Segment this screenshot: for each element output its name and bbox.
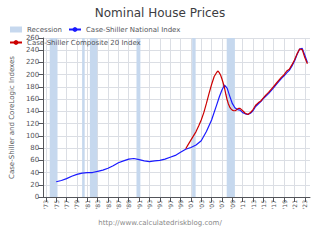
- svg-text:'05: '05: [208, 200, 215, 209]
- svg-text:20: 20: [30, 181, 39, 189]
- svg-text:100: 100: [26, 132, 39, 140]
- svg-text:Recession: Recession: [27, 26, 62, 34]
- svg-text:Case-Shiller Composite 20 Inde: Case-Shiller Composite 20 Index: [27, 39, 141, 47]
- svg-text:'21: '21: [291, 200, 298, 209]
- svg-text:'11: '11: [239, 200, 246, 209]
- svg-text:'95: '95: [156, 200, 163, 209]
- svg-text:'23: '23: [301, 200, 308, 209]
- svg-text:'01: '01: [187, 200, 194, 209]
- svg-text:60: 60: [30, 156, 39, 164]
- svg-text:40: 40: [30, 169, 39, 177]
- svg-text:160: 160: [26, 95, 39, 103]
- svg-text:'15: '15: [260, 200, 267, 209]
- svg-text:'97: '97: [167, 200, 174, 209]
- svg-text:Case-Shiller and CoreLogic Ind: Case-Shiller and CoreLogic Indexes: [8, 56, 16, 179]
- svg-text:'79: '79: [73, 200, 80, 209]
- svg-text:'19: '19: [281, 200, 288, 209]
- svg-text:140: 140: [26, 107, 39, 115]
- svg-text:220: 220: [26, 58, 39, 66]
- svg-text:'93: '93: [146, 200, 153, 209]
- svg-text:240: 240: [26, 46, 39, 54]
- svg-text:'07: '07: [218, 200, 225, 209]
- svg-text:'75: '75: [53, 200, 60, 209]
- svg-text:'17: '17: [270, 200, 277, 209]
- svg-text:0: 0: [35, 193, 39, 201]
- svg-text:'81: '81: [84, 200, 91, 209]
- svg-text:200: 200: [26, 71, 39, 79]
- svg-text:'83: '83: [94, 200, 101, 209]
- svg-text:'89: '89: [125, 200, 132, 209]
- svg-text:180: 180: [26, 83, 39, 91]
- svg-text:'85: '85: [105, 200, 112, 209]
- svg-text:'73: '73: [42, 200, 49, 209]
- svg-text:'77: '77: [63, 200, 70, 209]
- svg-text:'03: '03: [198, 200, 205, 209]
- svg-text:'13: '13: [250, 200, 257, 209]
- svg-text:'87: '87: [115, 200, 122, 209]
- svg-text:'91: '91: [136, 200, 143, 209]
- svg-text:80: 80: [30, 144, 39, 152]
- svg-text:'99: '99: [177, 200, 184, 209]
- svg-text:http://www.calculatedriskblog.: http://www.calculatedriskblog.com/: [98, 219, 222, 227]
- svg-text:'09: '09: [229, 200, 236, 209]
- svg-text:Case-Shiller National Index: Case-Shiller National Index: [86, 26, 180, 34]
- svg-text:Nominal House Prices: Nominal House Prices: [95, 6, 225, 20]
- svg-text:120: 120: [26, 120, 39, 128]
